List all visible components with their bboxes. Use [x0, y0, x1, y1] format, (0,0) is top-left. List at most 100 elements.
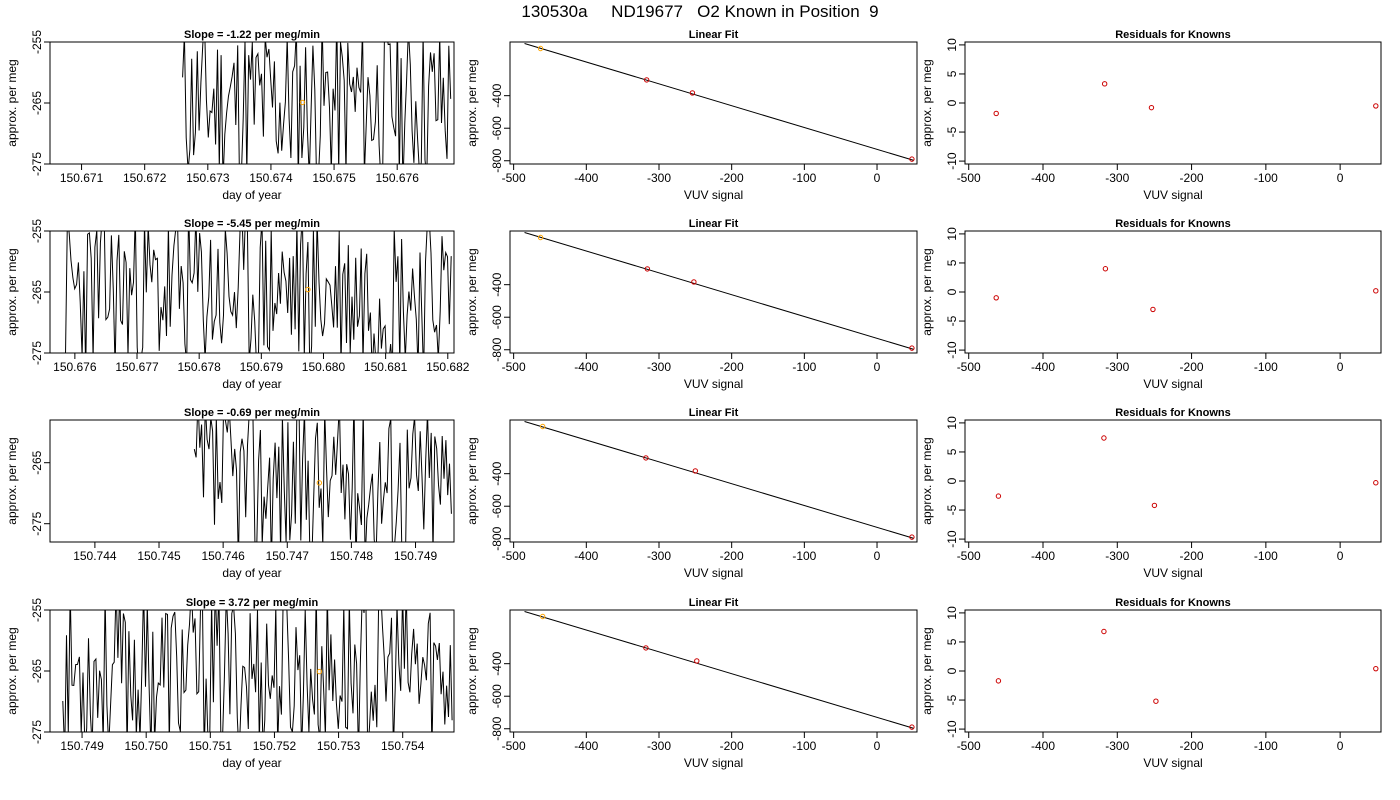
res-r3-point	[1101, 435, 1107, 441]
fit-r3-ylabel: approx. per meg	[465, 437, 479, 524]
ts-r3-highlight-point	[316, 480, 323, 486]
fit-r3-frame	[509, 419, 918, 543]
res-r4-xlabel: VUV signal	[1143, 756, 1202, 770]
fit-r1-ylabel: approx. per meg	[465, 59, 479, 146]
ts-r3-xtick-label: 150.745	[137, 549, 181, 563]
res-r3-ylabel: approx. per meg	[920, 437, 934, 524]
ts-r1-frame	[49, 41, 455, 165]
ts-r2-xtick-label: 150.679	[240, 360, 284, 374]
ts-r2-ylabel: approx. per meg	[5, 248, 19, 335]
fit-r1-xlabel: VUV signal	[684, 188, 743, 202]
res-r1-xtick-label: 0	[1337, 171, 1344, 185]
res-r3-frame	[964, 419, 1382, 543]
fit-r3-ytick-label: -600	[490, 494, 504, 518]
ts-r2-ytick-label: -275	[30, 341, 44, 365]
res-r4-xtick-label: -300	[1105, 739, 1129, 753]
res-r4-point	[1373, 665, 1379, 672]
res-r2-ylabel: approx. per meg	[920, 248, 934, 335]
fit-r2-xlabel: VUV signal	[684, 377, 743, 391]
ts-r3-series-line	[193, 420, 452, 542]
fit-r3-point	[692, 468, 699, 474]
res-r3-ytick-label: 0	[945, 477, 959, 484]
res-r1-xtick-label: -400	[1031, 171, 1055, 185]
fit-r4-xtick-label: -400	[574, 739, 598, 753]
fit-r2-ytick-label: -600	[490, 305, 504, 329]
res-r4-ytick-label: 0	[945, 667, 959, 674]
ts-r1-xtick-label: 150.672	[123, 171, 167, 185]
fit-r2-frame	[509, 230, 918, 354]
res-r1-frame	[964, 41, 1382, 165]
res-r3-ytick-label: -10	[945, 530, 959, 548]
res-r2-xtick-label: 0	[1337, 360, 1344, 374]
fit-r3-fit-line	[524, 420, 914, 539]
res-r2-xtick-label: -100	[1254, 360, 1278, 374]
ts-r2-xtick-label: 150.681	[364, 360, 408, 374]
res-r4-xtick-label: -500	[957, 739, 981, 753]
ts-r1-xtick-label: 150.674	[249, 171, 293, 185]
res-r4-ytick-label: -5	[945, 694, 959, 705]
res-r2-xtick-label: -400	[1031, 360, 1055, 374]
ts-r1-ylabel: approx. per meg	[5, 59, 19, 146]
fit-r3-xtick-label: -400	[574, 549, 598, 563]
fit-r1-point	[909, 156, 915, 162]
fit-r2-xtick-label: -200	[720, 360, 744, 374]
ts-r1-xtick-label: 150.675	[312, 171, 356, 185]
res-r1-point	[1373, 103, 1379, 109]
fit-r4-ytick-label: -600	[490, 684, 504, 708]
ts-r4-series-line	[62, 610, 453, 732]
res-r1-xtick-label: -100	[1254, 171, 1278, 185]
fit-r4-ylabel: approx. per meg	[465, 627, 479, 714]
fit-r1-point	[537, 45, 544, 52]
fit-r1-frame	[509, 41, 918, 165]
fit-r1-xtick-label: -100	[792, 171, 816, 185]
res-r3-ytick-label: -5	[945, 504, 959, 515]
ts-r2-xlabel: day of year	[222, 377, 281, 391]
res-r4-ylabel: approx. per meg	[920, 627, 934, 714]
res-r4-point	[1153, 698, 1159, 704]
ts-r3-xtick-label: 150.746	[201, 549, 245, 563]
fit-r4-xlabel: VUV signal	[684, 756, 743, 770]
fit-r3-title: Linear Fit	[689, 407, 739, 419]
res-r2-xtick-label: -300	[1105, 360, 1129, 374]
fit-r4-point	[694, 658, 700, 664]
fit-r4-point	[643, 645, 649, 651]
fit-r2-title: Linear Fit	[689, 218, 739, 230]
fit-r4-fit-line	[524, 610, 914, 729]
ts-r3-xtick-label: 150.744	[73, 549, 117, 563]
res-r3-xlabel: VUV signal	[1143, 566, 1202, 580]
fit-r2-ytick-label: -400	[490, 272, 504, 296]
ts-r2-ytick-label: -255	[30, 219, 44, 243]
fit-r4-point	[540, 613, 546, 620]
ts-r1-series-line	[182, 42, 452, 164]
fit-r3-xtick-label: -500	[502, 549, 526, 563]
ts-r1-ytick-label: -275	[30, 152, 44, 176]
fit-r1-xtick-label: -500	[502, 171, 526, 185]
fit-r1-point	[689, 90, 696, 96]
ts-r4-xtick-label: 150.753	[317, 739, 361, 753]
ts-r3-frame	[49, 419, 455, 543]
res-r1-ytick-label: 0	[945, 99, 959, 106]
ts-r2-highlight-point	[305, 286, 311, 293]
res-r4-ytick-label: 5	[945, 638, 959, 645]
fit-r1-fit-line	[524, 42, 914, 161]
fit-r3-point	[643, 455, 649, 461]
fit-r1-xtick-label: -200	[720, 171, 744, 185]
ts-r4-ylabel: approx. per meg	[5, 627, 19, 714]
res-r3-ytick-label: 5	[945, 448, 959, 455]
fit-r2-fit-line	[524, 231, 914, 350]
ts-r2-xtick-label: 150.676	[53, 360, 97, 374]
fit-r4-xtick-label: -500	[502, 739, 526, 753]
ts-r1-ytick-label: -255	[30, 30, 44, 54]
res-r3-xtick-label: -400	[1031, 549, 1055, 563]
res-r3-xtick-label: -300	[1105, 549, 1129, 563]
res-r4-title: Residuals for Knowns	[1115, 597, 1231, 609]
fit-r4-xtick-label: -300	[647, 739, 671, 753]
fit-r4-ytick-label: -400	[490, 651, 504, 675]
res-r2-ytick-label: -10	[945, 341, 959, 359]
ts-r2-frame	[49, 230, 455, 354]
res-r4-xtick-label: -400	[1031, 739, 1055, 753]
fit-r1-ytick-label: -800	[490, 148, 504, 172]
res-r2-xtick-label: -500	[957, 360, 981, 374]
ts-r4-xtick-label: 150.751	[189, 739, 233, 753]
res-r2-xtick-label: -200	[1180, 360, 1204, 374]
